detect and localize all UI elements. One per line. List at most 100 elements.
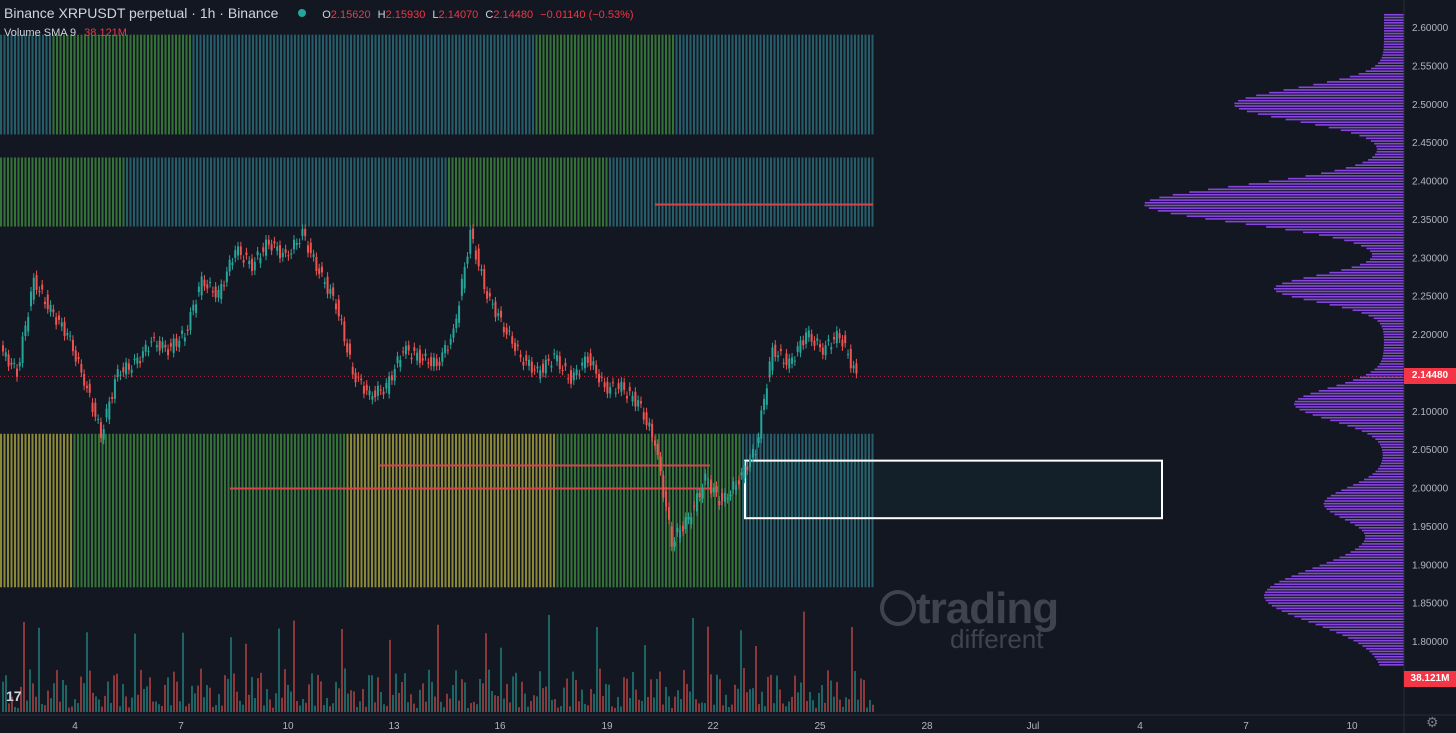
heatmap-column (38, 157, 41, 227)
volume-bar (296, 701, 298, 712)
candle-body (242, 260, 245, 263)
x-tick-label: Jul (1027, 721, 1040, 732)
volume-profile-row (1287, 177, 1404, 180)
volume-profile-row (1349, 75, 1404, 78)
heatmap-column (10, 157, 13, 227)
heatmap-column (472, 157, 475, 227)
volume-profile-row (1381, 56, 1404, 59)
volume-indicator-legend[interactable]: Volume SMA 9 38.121M (4, 27, 127, 39)
heatmap-column (637, 433, 639, 588)
heatmap-column (276, 433, 279, 588)
heatmap-column (633, 34, 636, 135)
candle-body (611, 382, 614, 384)
heatmap-column (626, 157, 629, 227)
heatmap-column (171, 157, 174, 227)
candle-body (99, 422, 102, 438)
candle-body (723, 492, 726, 503)
volume-bar (539, 671, 541, 712)
volume-bar (728, 707, 730, 712)
candle-body (536, 366, 539, 369)
candle-body (351, 366, 354, 375)
heatmap-column (661, 157, 664, 227)
heatmap-column (756, 433, 758, 588)
candle-body (715, 486, 718, 493)
volume-bar (380, 691, 382, 712)
heatmap-column (441, 157, 443, 227)
heatmap-column (294, 157, 296, 227)
heatmap-column (654, 433, 657, 588)
heatmap-column (738, 433, 741, 588)
x-tick-label: 10 (1346, 721, 1358, 732)
candle-body (374, 390, 377, 398)
volume-profile-row (1364, 532, 1404, 534)
heatmap-column (210, 34, 212, 135)
candle-body (561, 370, 564, 372)
symbol-title[interactable]: Binance XRPUSDT perpetual · 1h · Binance (4, 5, 279, 21)
volume-bar (113, 675, 115, 712)
tradingview-logo-icon[interactable]: 17 (6, 688, 22, 704)
heatmap-column (255, 34, 258, 135)
heatmap-column (812, 433, 814, 588)
volume-profile-row (1383, 38, 1404, 40)
heatmap-column (574, 157, 576, 227)
gear-icon[interactable]: ⚙ (1426, 714, 1439, 730)
volume-profile-row (1383, 352, 1404, 355)
volume-bar (56, 670, 58, 712)
volume-profile-row (1351, 132, 1404, 134)
heatmap-column (560, 433, 562, 588)
heatmap-column (724, 34, 727, 135)
heatmap-column (266, 34, 268, 135)
candle-body (782, 362, 785, 364)
volume-bar (872, 704, 874, 712)
heatmap-column (343, 433, 345, 588)
volume-bar (611, 706, 613, 712)
candle-body (656, 443, 659, 456)
heatmap-column (161, 34, 163, 135)
heatmap-column (101, 433, 104, 588)
heatmap-column (374, 34, 377, 135)
heatmap-column (640, 34, 643, 135)
volume-bar (710, 674, 712, 712)
heatmap-column (238, 157, 240, 227)
heatmap-column (192, 34, 195, 135)
candle-body (539, 370, 542, 379)
candle-body (293, 239, 295, 250)
heatmap-column (441, 34, 443, 135)
volume-bar (512, 676, 514, 712)
volume-bar (548, 615, 550, 712)
heatmap-column (696, 34, 699, 135)
heatmap-column (297, 34, 300, 135)
volume-profile-row (1376, 148, 1404, 150)
candle-body (564, 362, 567, 367)
y-tick-label: 2.05000 (1412, 445, 1449, 456)
candle-body (287, 255, 290, 257)
candle-body (276, 246, 279, 251)
volume-profile-row (1170, 212, 1404, 215)
volume-bar (431, 681, 433, 712)
heatmap-column (381, 157, 384, 227)
heatmap-column (105, 433, 107, 588)
heatmap-column (462, 157, 464, 227)
heatmap-column (563, 157, 566, 227)
volume-bar (851, 627, 853, 712)
candle-body (597, 373, 600, 383)
heatmap-column (147, 34, 149, 135)
volume-bar (746, 692, 748, 712)
heatmap-column (476, 157, 478, 227)
heatmap-column (234, 157, 237, 227)
heatmap-column (301, 157, 303, 227)
volume-bar (2, 681, 4, 712)
volume-bar (158, 704, 160, 712)
heatmap-column (14, 157, 16, 227)
volume-bar (371, 675, 373, 712)
volume-bar (824, 702, 826, 712)
volume-profile-row (1295, 406, 1404, 408)
heatmap-column (605, 34, 608, 135)
volume-profile-row (1256, 94, 1404, 97)
heatmap-column (259, 34, 261, 135)
heatmap-column (10, 34, 13, 135)
volume-profile-row (1383, 30, 1404, 32)
volume-profile-row (1326, 561, 1404, 564)
volume-bar (434, 696, 436, 712)
